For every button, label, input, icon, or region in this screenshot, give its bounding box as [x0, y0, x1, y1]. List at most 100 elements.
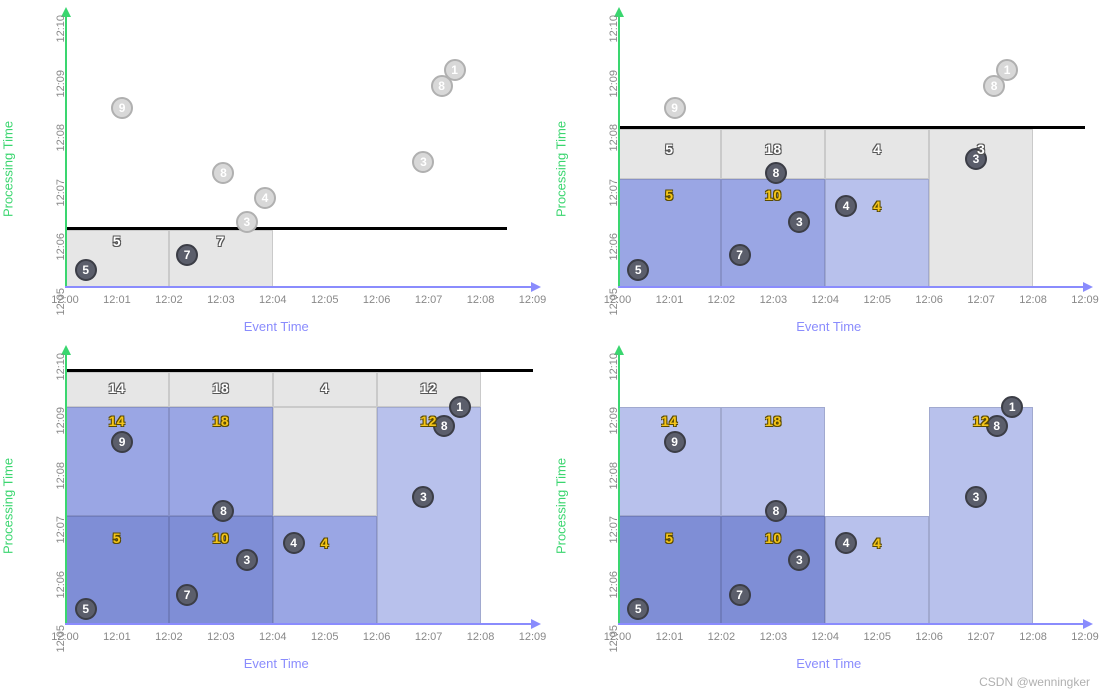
sum-label: 5 — [665, 187, 673, 203]
y-tick: 12:06 — [608, 233, 620, 267]
plot-area: 12:0012:0112:0212:0312:0412:0512:0612:07… — [618, 15, 1086, 288]
window-region — [929, 407, 1033, 625]
x-tick: 12:09 — [519, 294, 547, 306]
x-tick: 12:07 — [967, 294, 995, 306]
x-tick: 12:09 — [519, 631, 547, 643]
x-tick: 12:08 — [1019, 294, 1047, 306]
y-tick: 12:08 — [608, 124, 620, 158]
x-tick: 12:03 — [760, 631, 788, 643]
data-point: 8 — [765, 500, 787, 522]
x-axis-label: Event Time — [244, 656, 309, 671]
x-tick: 12:07 — [415, 631, 443, 643]
x-axis — [618, 286, 1086, 288]
plot-area: 12:0012:0112:0212:0312:0412:0512:0612:07… — [65, 15, 533, 288]
sum-label: 4 — [873, 535, 881, 551]
y-tick: 12:07 — [55, 179, 67, 213]
data-point: 1 — [1001, 396, 1023, 418]
panel-3: Processing TimeEvent Time12:0012:0112:02… — [10, 348, 543, 666]
data-point: 9 — [111, 431, 133, 453]
x-tick: 12:04 — [259, 294, 287, 306]
horizon-line — [618, 126, 1086, 129]
x-tick: 12:05 — [311, 631, 339, 643]
data-point: 7 — [729, 244, 751, 266]
horizon-line — [65, 369, 533, 372]
y-tick: 12:10 — [608, 15, 620, 49]
x-axis — [65, 623, 533, 625]
data-point: 3 — [965, 486, 987, 508]
x-tick: 12:03 — [760, 294, 788, 306]
data-point: 3 — [236, 211, 258, 233]
y-axis-label: Processing Time — [553, 121, 568, 217]
x-tick: 12:08 — [1019, 631, 1047, 643]
y-tick: 12:09 — [55, 407, 67, 441]
x-tick: 12:04 — [259, 631, 287, 643]
x-tick: 12:05 — [863, 631, 891, 643]
sum-label: 14 — [109, 380, 126, 396]
y-tick: 12:09 — [608, 407, 620, 441]
data-point: 9 — [664, 97, 686, 119]
x-tick: 12:03 — [207, 631, 235, 643]
y-tick: 12:07 — [608, 179, 620, 213]
x-tick: 12:09 — [1071, 294, 1099, 306]
data-point: 7 — [176, 584, 198, 606]
x-axis-arrow-icon — [1083, 619, 1093, 629]
x-axis-arrow-icon — [1083, 282, 1093, 292]
x-tick: 12:01 — [103, 294, 131, 306]
y-axis-label: Processing Time — [553, 458, 568, 554]
y-tick: 12:05 — [55, 288, 67, 322]
data-point: 9 — [664, 431, 686, 453]
x-tick: 12:01 — [103, 631, 131, 643]
data-point: 5 — [75, 259, 97, 281]
data-point: 3 — [788, 549, 810, 571]
data-point: 4 — [835, 195, 857, 217]
x-tick: 12:07 — [415, 294, 443, 306]
y-tick: 12:10 — [55, 353, 67, 387]
data-point: 4 — [835, 532, 857, 554]
sum-label: 4 — [873, 141, 881, 157]
sum-label: 5 — [113, 530, 121, 546]
x-tick: 12:06 — [915, 294, 943, 306]
data-point: 4 — [254, 187, 276, 209]
y-tick: 12:06 — [608, 571, 620, 605]
sum-label: 3 — [977, 141, 985, 157]
panel-2: Processing TimeEvent Time12:0012:0112:02… — [563, 10, 1096, 328]
watermark: CSDN @wenningker — [979, 675, 1090, 689]
y-tick: 12:06 — [55, 233, 67, 267]
panel-4: Processing TimeEvent Time12:0012:0112:02… — [563, 348, 1096, 666]
sum-label: 18 — [213, 413, 230, 429]
data-point: 5 — [75, 598, 97, 620]
y-tick: 12:06 — [55, 571, 67, 605]
sum-label: 5 — [665, 141, 673, 157]
x-axis — [618, 623, 1086, 625]
sum-label: 12 — [973, 413, 990, 429]
x-tick: 12:05 — [863, 294, 891, 306]
sum-label: 5 — [113, 233, 121, 249]
x-axis-arrow-icon — [531, 619, 541, 629]
data-point: 8 — [212, 162, 234, 184]
data-point: 3 — [412, 151, 434, 173]
x-tick: 12:01 — [656, 294, 684, 306]
y-tick: 12:08 — [55, 124, 67, 158]
x-tick: 12:02 — [155, 631, 183, 643]
x-axis — [65, 286, 533, 288]
x-tick: 12:08 — [467, 294, 495, 306]
data-point: 7 — [176, 244, 198, 266]
y-axis-label: Processing Time — [1, 458, 16, 554]
horizon-line — [65, 227, 507, 230]
data-point: 4 — [283, 532, 305, 554]
y-tick: 12:05 — [55, 625, 67, 659]
panel-1: Processing TimeEvent Time12:0012:0112:02… — [10, 10, 543, 328]
sum-label: 14 — [661, 413, 678, 429]
data-point: 8 — [431, 75, 453, 97]
data-point: 8 — [212, 500, 234, 522]
x-tick: 12:06 — [915, 631, 943, 643]
data-point: 3 — [788, 211, 810, 233]
y-tick: 12:07 — [608, 516, 620, 550]
sum-label: 10 — [213, 530, 230, 546]
sum-label: 14 — [109, 413, 126, 429]
chart-grid: Processing Time Event Time 12:0012:0112:02… — [0, 0, 1105, 695]
sum-label: 10 — [765, 187, 782, 203]
y-tick: 12:05 — [608, 288, 620, 322]
window-region — [377, 407, 481, 625]
data-point: 7 — [729, 584, 751, 606]
